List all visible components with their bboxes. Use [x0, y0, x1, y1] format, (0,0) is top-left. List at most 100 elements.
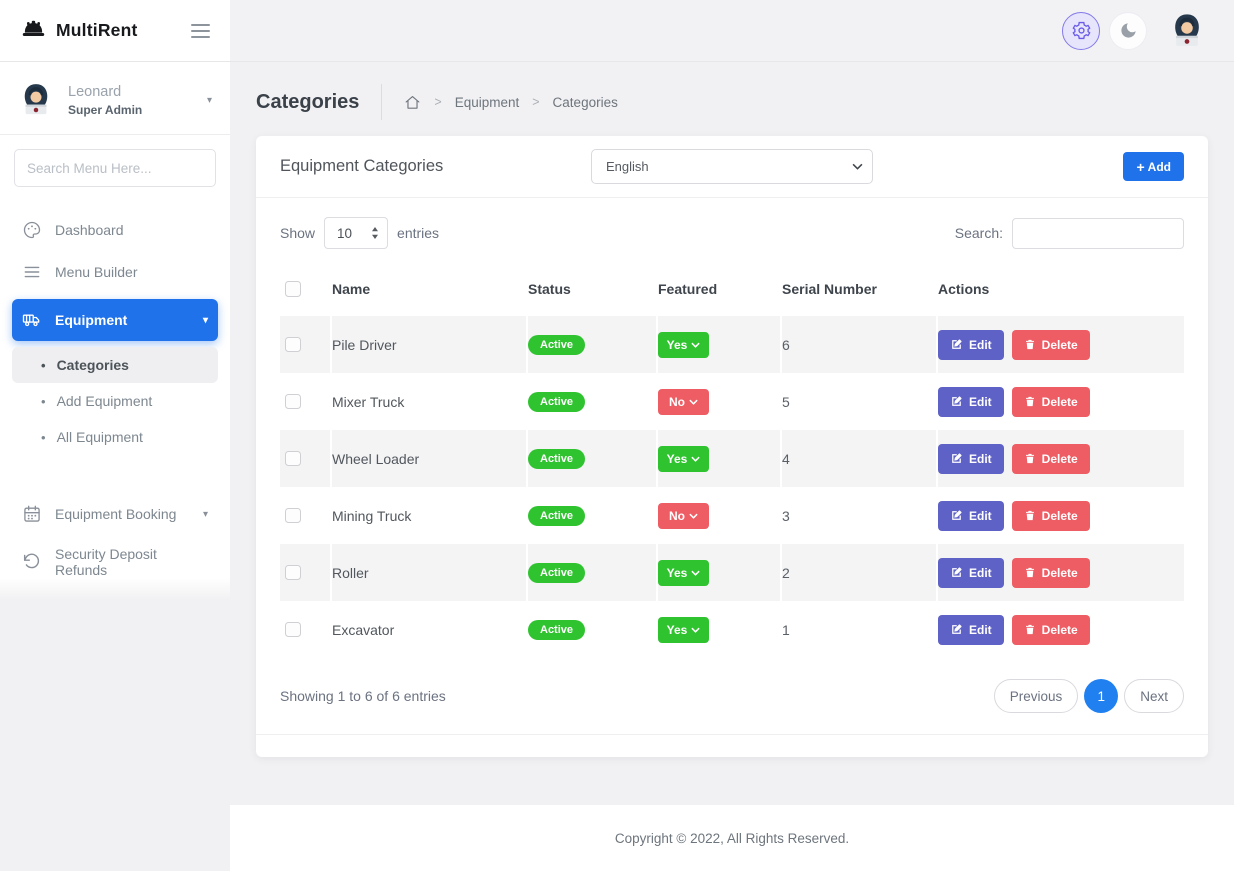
gear-icon — [1071, 21, 1091, 40]
search-input[interactable] — [1012, 217, 1184, 249]
pagination: Previous 1 Next — [993, 679, 1184, 713]
menu-lines-icon — [24, 266, 40, 278]
featured-select[interactable]: Yes — [658, 559, 709, 586]
serial-number: 3 — [782, 507, 790, 524]
add-button[interactable]: + Add — [1123, 152, 1184, 181]
edit-button[interactable]: Edit — [938, 614, 1004, 645]
home-icon[interactable] — [404, 94, 421, 111]
add-button-label: Add — [1147, 159, 1171, 174]
card-title: Equipment Categories — [280, 157, 444, 175]
delete-button-label: Delete — [1041, 565, 1078, 580]
divider — [0, 134, 230, 135]
select-all-checkbox[interactable] — [285, 281, 301, 297]
breadcrumb: > Equipment > Categories — [404, 94, 618, 111]
user-meta: Leonard Super Admin — [68, 84, 142, 117]
delete-button[interactable]: Delete — [1011, 329, 1090, 360]
row-checkbox[interactable] — [285, 450, 301, 467]
user-menu[interactable]: Leonard Super Admin ▾ — [0, 72, 230, 134]
sidebar: Leonard Super Admin ▾ Dashbo — [0, 62, 230, 600]
trash-icon — [1025, 396, 1034, 407]
brand-logo[interactable]: MultiRent — [20, 19, 138, 42]
chevron-down-icon — [691, 570, 700, 576]
breadcrumb-equipment[interactable]: Equipment — [454, 94, 520, 110]
delete-button[interactable]: Delete — [1011, 443, 1090, 474]
dark-mode-button[interactable] — [1109, 11, 1147, 50]
page-1-button[interactable]: 1 — [1084, 679, 1119, 713]
language-select[interactable]: English — [591, 149, 873, 184]
featured-value: Yes — [666, 451, 688, 466]
user-avatar[interactable] — [1166, 10, 1208, 52]
status-badge: Active — [528, 334, 586, 355]
sidebar-item-add-equipment[interactable]: • Add Equipment — [12, 383, 218, 419]
edit-button[interactable]: Edit — [938, 557, 1004, 588]
edit-button[interactable]: Edit — [938, 386, 1004, 417]
sidebar-item-equipment-booking[interactable]: Equipment Booking ▾ — [12, 493, 218, 535]
breadcrumb-categories[interactable]: Categories — [552, 94, 618, 110]
trash-icon — [1025, 567, 1034, 578]
divider — [381, 84, 383, 120]
featured-select[interactable]: No — [658, 388, 709, 415]
sidebar-item-label: Security Deposit Refunds — [55, 546, 157, 578]
categories-table: Name Status Featured Serial Number Actio… — [256, 262, 1208, 658]
featured-select[interactable]: Yes — [658, 331, 709, 358]
row-checkbox[interactable] — [285, 336, 301, 353]
delete-button[interactable]: Delete — [1011, 614, 1090, 645]
row-checkbox[interactable] — [285, 564, 301, 581]
delete-button[interactable]: Delete — [1011, 500, 1090, 531]
sidebar-item-label: Dashboard — [55, 222, 124, 238]
next-page-button[interactable]: Next — [1124, 679, 1184, 713]
previous-page-button[interactable]: Previous — [993, 679, 1079, 713]
delete-button-label: Delete — [1041, 622, 1078, 637]
column-header-status[interactable]: Status — [528, 281, 571, 297]
featured-value: Yes — [666, 337, 688, 352]
delete-button-label: Delete — [1041, 451, 1078, 466]
edit-button[interactable]: Edit — [938, 329, 1004, 360]
card-header-right: + Add — [873, 152, 1184, 181]
user-avatar — [24, 84, 48, 115]
sidebar-toggle-icon[interactable] — [189, 20, 212, 42]
featured-select[interactable]: Yes — [658, 616, 709, 643]
delete-button-label: Delete — [1041, 508, 1078, 523]
chevron-down-icon — [691, 342, 700, 348]
chevron-down-icon — [689, 399, 698, 405]
edit-button-label: Edit — [969, 337, 992, 352]
menu-search-input[interactable] — [14, 149, 216, 187]
delete-button[interactable]: Delete — [1011, 386, 1090, 417]
page-title: Categories — [256, 90, 360, 113]
hard-hat-icon — [22, 20, 45, 37]
sidebar-item-security-deposit-refunds[interactable]: Security Deposit Refunds — [12, 535, 218, 589]
row-checkbox[interactable] — [285, 507, 301, 524]
delete-button[interactable]: Delete — [1011, 557, 1090, 588]
moon-icon — [1120, 23, 1136, 38]
row-checkbox[interactable] — [285, 393, 301, 410]
trash-icon — [1025, 624, 1034, 635]
page-length-select[interactable]: 10 — [324, 217, 389, 249]
theme-settings-button[interactable] — [1062, 11, 1100, 50]
featured-select[interactable]: Yes — [658, 445, 709, 472]
table-toolbar: Show 10 entries Search: — [256, 198, 1208, 262]
edit-button[interactable]: Edit — [938, 443, 1004, 474]
sidebar-item-equipment[interactable]: Equipment ▾ — [12, 299, 218, 341]
spacer — [12, 455, 218, 493]
trash-icon — [1025, 510, 1034, 521]
edit-button-label: Edit — [969, 451, 992, 466]
main-content: Categories > Equipment > Categories — [230, 62, 1234, 871]
column-header-featured[interactable]: Featured — [658, 281, 718, 297]
breadcrumb-separator: > — [434, 95, 442, 109]
featured-select[interactable]: No — [658, 502, 709, 529]
column-header-name[interactable]: Name — [332, 281, 371, 297]
edit-icon — [952, 510, 962, 520]
plus-icon: + — [1136, 158, 1145, 175]
sidebar-item-menu-builder[interactable]: Menu Builder — [12, 251, 218, 293]
status-badge: Active — [528, 619, 586, 640]
table-row: Excavator Active Yes 1 Edit — [280, 601, 1184, 658]
chevron-down-icon: ▾ — [206, 94, 212, 106]
column-header-serial-number[interactable]: Serial Number — [782, 281, 877, 297]
sidebar-item-categories[interactable]: • Categories — [12, 347, 218, 383]
edit-button[interactable]: Edit — [938, 500, 1004, 531]
sidebar-item-all-equipment[interactable]: • All Equipment — [12, 419, 218, 455]
sidebar-item-dashboard[interactable]: Dashboard — [12, 209, 218, 251]
equipment-name: Pile Driver — [332, 336, 397, 353]
row-checkbox[interactable] — [285, 621, 301, 638]
